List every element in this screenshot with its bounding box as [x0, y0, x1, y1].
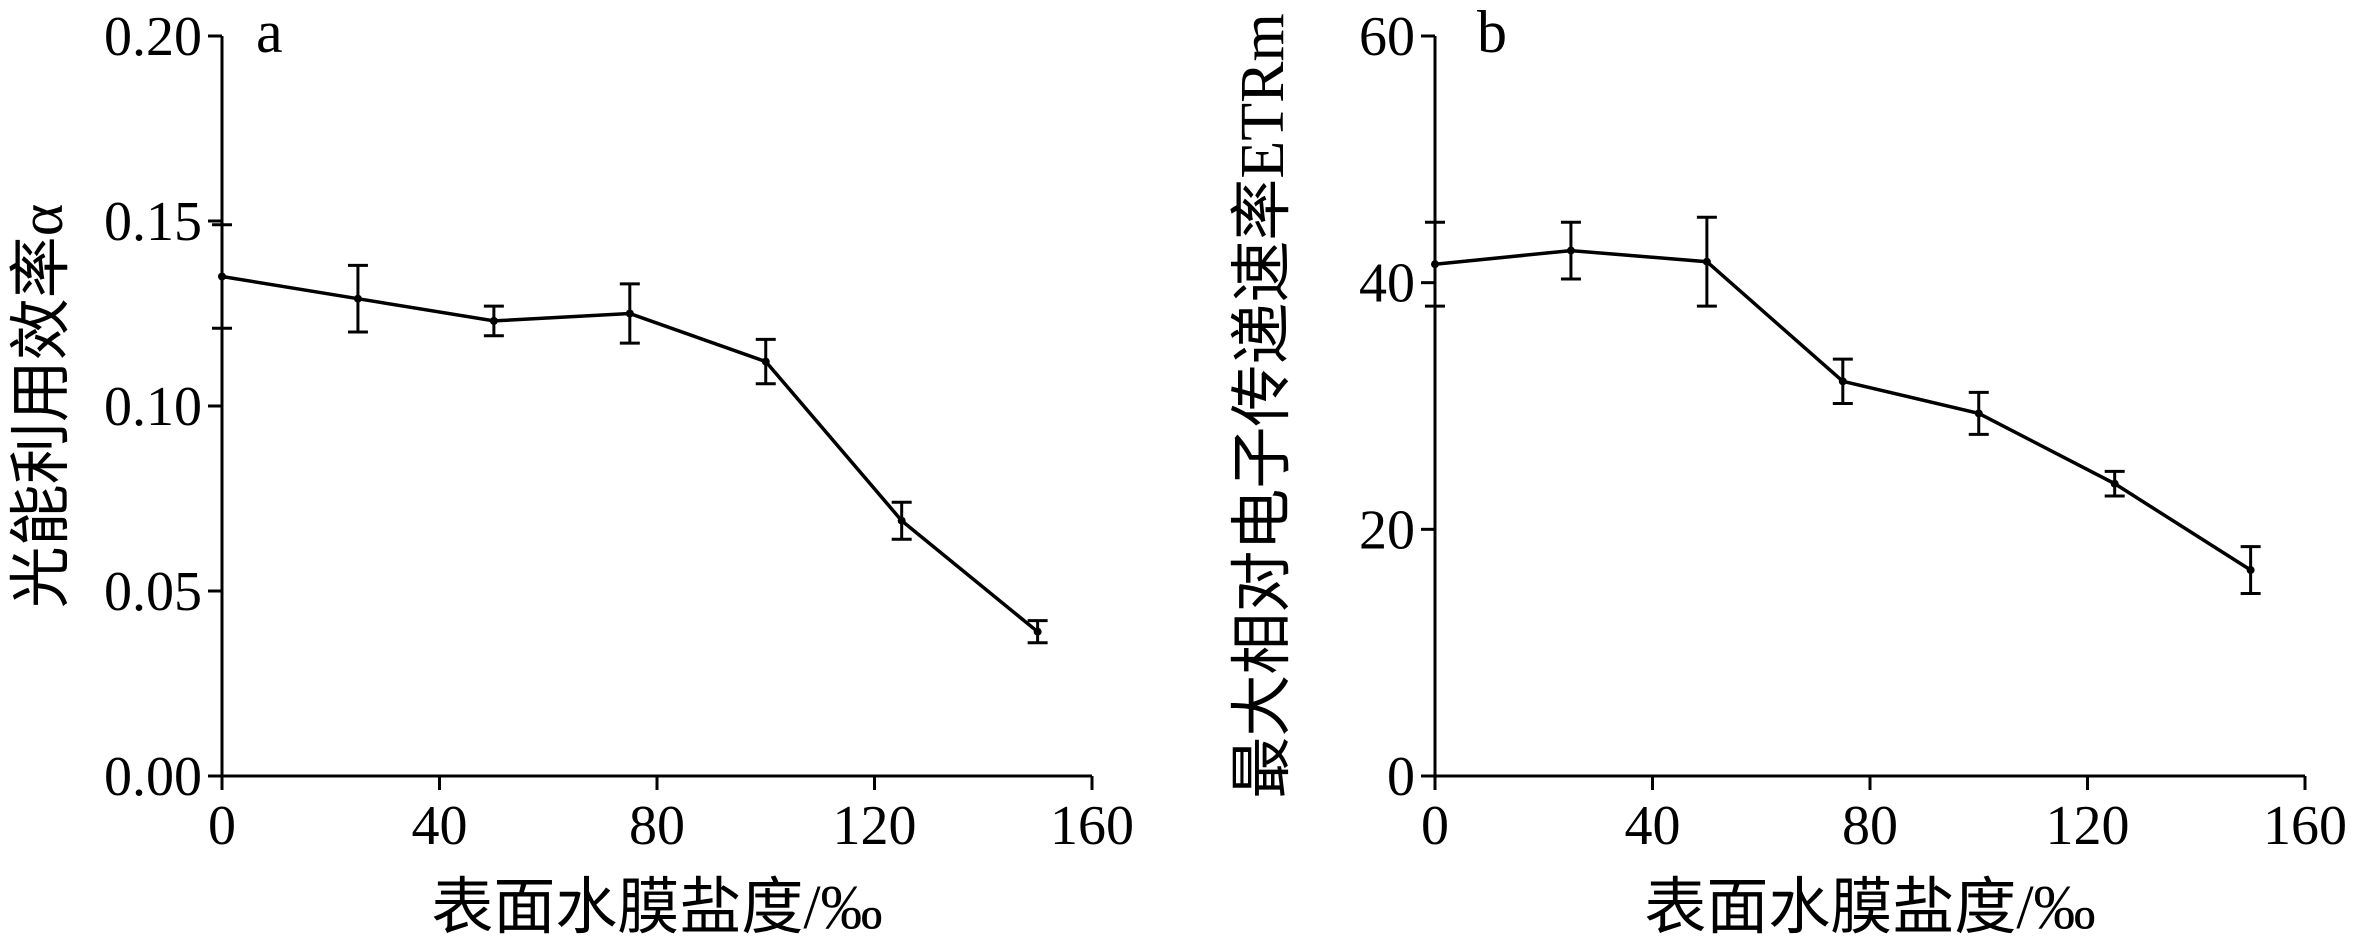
y-tick-label: 0.20 — [104, 6, 202, 68]
chart-panel-a: 0 40 80 120 160 0.00 0.05 0.10 0.15 0.20 a 表面水膜盐度… — [8, 0, 1134, 942]
x-axis-label: 表面水膜盐度/‰ — [1644, 874, 2095, 942]
data-point — [761, 357, 770, 366]
axis-ticks: 0 40 80 120 160 0.00 0.05 0.10 0.15 0.20 — [104, 6, 1134, 857]
data-point — [218, 272, 226, 281]
data-point — [353, 294, 362, 303]
x-tick-label: 40 — [412, 795, 468, 857]
data-series — [1425, 215, 2261, 595]
data-point — [1838, 377, 1847, 386]
x-tick-label: 0 — [1421, 795, 1449, 857]
x-tick-label: 120 — [2046, 795, 2130, 857]
chart-panel-b: 0 40 80 120 160 0 20 40 60 b 表面水膜盐度/‰ 最大相对电子传递速率… — [1229, 0, 2347, 942]
y-tick-label: 0.00 — [104, 746, 202, 808]
x-tick-label: 0 — [208, 795, 236, 857]
y-tick-label: 0.10 — [104, 376, 202, 438]
y-tick-label: 40 — [1359, 253, 1415, 315]
y-tick-label: 60 — [1359, 6, 1415, 68]
axis-ticks: 0 40 80 120 160 0 20 40 60 — [1359, 6, 2347, 857]
data-point — [625, 309, 634, 318]
y-axis-label: 光能利用效率α — [8, 204, 76, 608]
y-axis-label: 最大相对电子传递速率ETRm — [1229, 13, 1297, 798]
data-point — [2246, 566, 2255, 575]
x-axis-label: 表面水膜盐度/‰ — [431, 874, 882, 942]
y-tick-label: 0.05 — [104, 561, 202, 623]
data-point — [1431, 260, 1439, 269]
panel-label: a — [256, 0, 283, 65]
y-tick-label: 0.15 — [104, 191, 202, 253]
data-point — [897, 516, 906, 525]
x-tick-label: 120 — [833, 795, 917, 857]
y-tick-label: 0 — [1387, 746, 1415, 808]
y-tick-label: 20 — [1359, 499, 1415, 561]
data-point — [1033, 627, 1042, 636]
x-tick-label: 80 — [629, 795, 685, 857]
series-line — [1434, 248, 2252, 572]
x-tick-label: 160 — [1050, 795, 1134, 857]
data-series — [212, 223, 1048, 645]
x-tick-label: 80 — [1842, 795, 1898, 857]
data-point — [1702, 257, 1711, 266]
panel-label: b — [1477, 0, 1507, 65]
x-tick-label: 160 — [2263, 795, 2347, 857]
data-point — [489, 316, 498, 325]
data-point — [1974, 409, 1983, 418]
data-point — [1566, 246, 1575, 255]
x-tick-label: 40 — [1625, 795, 1681, 857]
data-point — [2110, 479, 2119, 488]
